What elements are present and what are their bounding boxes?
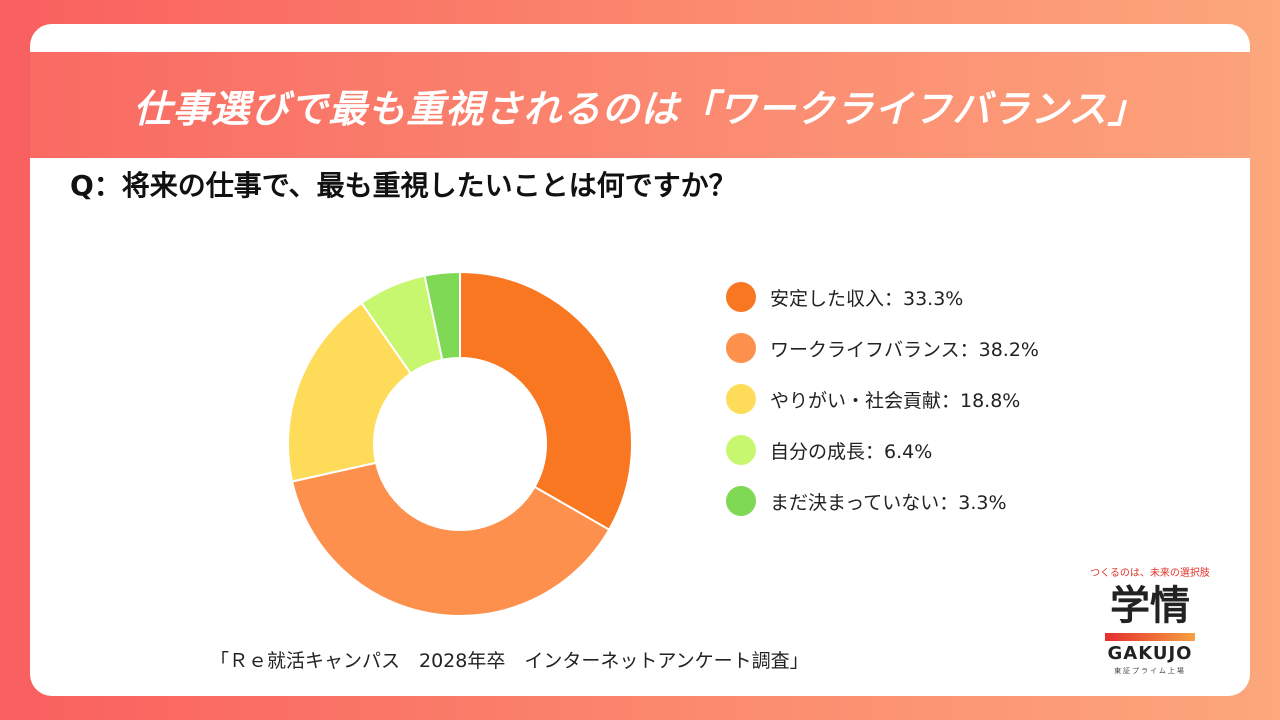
legend-label: まだ決まっていない：3.3%	[770, 491, 1007, 514]
chart-legend: 安定した収入：33.3% ワークライフバランス：38.2% やりがい・社会貢献：…	[726, 279, 1146, 534]
question-text: Q：将来の仕事で、最も重視したいことは何ですか？	[70, 169, 737, 202]
logo-subtitle: 東証プライム上場	[1114, 667, 1186, 675]
legend-label: 自分の成長：6.4%	[770, 440, 933, 463]
legend-item: ワークライフバランス：38.2%	[726, 330, 1146, 366]
donut-slice-5	[423, 270, 461, 362]
donut-slice-1	[459, 270, 633, 532]
gakujo-logo: つくるのは、未来の選択肢 学情 GAKUJO 東証プライム上場	[1080, 564, 1220, 676]
donut-slice-3	[287, 301, 413, 483]
title-banner: 仕事選びで最も重視されるのは「ワークライフバランス」	[30, 52, 1250, 158]
legend-dot	[726, 384, 756, 414]
legend-label: 安定した収入：33.3%	[770, 287, 964, 310]
legend-item: まだ決まっていない：3.3%	[726, 483, 1146, 519]
logo-bar	[1105, 633, 1195, 641]
legend-dot	[726, 282, 756, 312]
legend-dot	[726, 435, 756, 465]
page-title: 仕事選びで最も重視されるのは「ワークライフバランス」	[133, 86, 1147, 131]
legend-label: やりがい・社会貢献：18.8%	[770, 389, 1021, 412]
legend-dot	[726, 333, 756, 363]
donut-slice-2	[290, 461, 611, 617]
survey-source: 「Ｒｅ就活キャンパス 2028年卒 インターネットアンケート調査」	[210, 650, 809, 672]
legend-item: 安定した収入：33.3%	[726, 279, 1146, 315]
logo-tagline: つくるのは、未来の選択肢	[1090, 568, 1210, 579]
logo-wordmark: 学情	[1110, 583, 1190, 629]
legend-item: 自分の成長：6.4%	[726, 432, 1146, 468]
logo-english: GAKUJO	[1107, 643, 1193, 664]
legend-label: ワークライフバランス：38.2%	[770, 338, 1039, 361]
donut-chart	[287, 270, 633, 617]
content-card: 仕事選びで最も重視されるのは「ワークライフバランス」 Q：将来の仕事で、最も重視…	[30, 24, 1250, 696]
legend-item: やりがい・社会貢献：18.8%	[726, 381, 1146, 417]
legend-dot	[726, 486, 756, 516]
